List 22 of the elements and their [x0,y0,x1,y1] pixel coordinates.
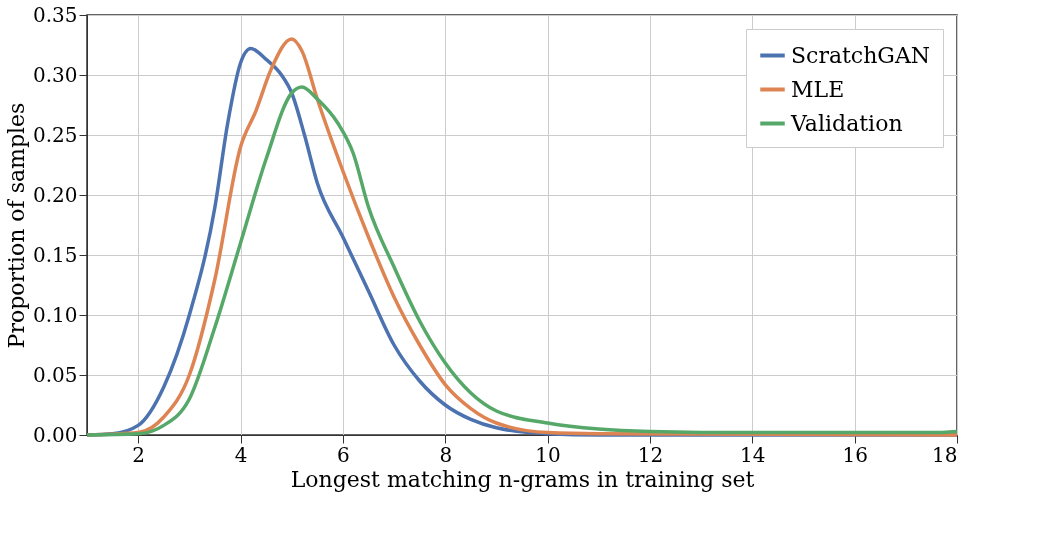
x-tick-label: 2 [132,442,146,467]
y-tick-label: 0.20 [32,182,78,207]
x-tick-label: 12 [637,442,664,467]
x-tick-label: 4 [234,442,248,467]
y-tick-label: 0.25 [32,122,78,147]
y-tick-label: 0.05 [32,362,78,387]
x-tick-label: 14 [740,442,766,467]
legend-label: Validation [790,110,903,136]
x-tick-label: 10 [535,442,561,467]
y-axis-title: Proportion of samples [3,102,29,349]
y-tick-label: 0.10 [32,302,78,327]
y-tick-label: 0.35 [32,2,78,27]
y-tick-label: 0.00 [32,422,78,447]
x-tick-label: 16 [842,442,868,467]
y-tick-label: 0.30 [32,62,78,87]
x-tick-label: 18 [932,442,958,467]
legend-label: ScratchGAN [791,42,931,68]
y-tick-label: 0.15 [32,242,78,267]
legend-label: MLE [791,76,845,102]
x-tick-label: 8 [439,442,453,467]
x-tick-label: 6 [337,442,350,467]
x-axis-title: Longest matching n-grams in training set [290,466,755,492]
